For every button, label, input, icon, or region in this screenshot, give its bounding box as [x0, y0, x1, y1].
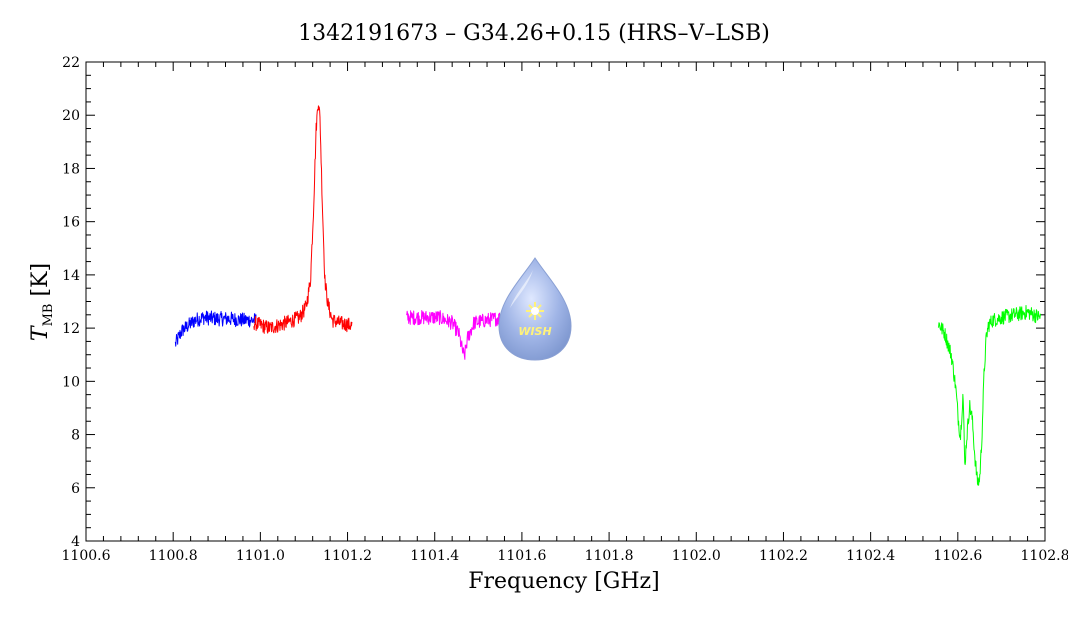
x-tick-label: 1102.2	[759, 548, 808, 564]
y-axis-subscript: MB	[41, 304, 56, 327]
x-tick-label: 1102.6	[933, 548, 982, 564]
y-tick-label: 10	[62, 374, 80, 390]
x-tick-label: 1102.8	[1021, 548, 1068, 564]
y-tick-label: 4	[71, 534, 80, 550]
y-axis-unit: [K]	[28, 263, 53, 297]
series-layer	[174, 105, 1042, 486]
y-tick-label: 12	[62, 321, 80, 337]
spectrum-series-4	[937, 305, 1042, 486]
x-tick-label: 1102.0	[672, 548, 721, 564]
wish-logo: WISH	[498, 257, 572, 361]
y-tick-label: 18	[62, 161, 80, 177]
x-tick-labels: 1100.6 1100.8 1101.0 1101.2 1101.4 1101.6 1101…	[62, 548, 1068, 564]
x-tick-label: 1101.8	[585, 548, 634, 564]
y-tick-label: 14	[62, 268, 80, 284]
x-tick-label: 1102.4	[846, 548, 895, 564]
y-tick-label: 16	[62, 215, 80, 231]
y-tick-label: 22	[62, 55, 80, 71]
spectrum-series-2	[253, 105, 353, 334]
x-tick-label: 1101.6	[497, 548, 546, 564]
x-tick-label: 1100.8	[149, 548, 198, 564]
plot-frame	[85, 61, 1046, 542]
y-axis-label: TMB [K]	[28, 263, 56, 341]
x-tick-label: 1101.4	[410, 548, 459, 564]
y-axis-symbol: T	[28, 324, 53, 341]
spectrum-series-1	[174, 310, 257, 347]
svg-text:TMB [K]: TMB [K]	[28, 263, 56, 341]
y-tick-labels: 4 6 8 10 12 14 16 18 20 22	[62, 55, 80, 550]
x-tick-label: 1100.6	[62, 548, 111, 564]
chart-title: 1342191673 – G34.26+0.15 (HRS–V–LSB)	[298, 21, 770, 46]
logo-text: WISH	[518, 325, 551, 338]
x-tick-label: 1101.2	[323, 548, 372, 564]
x-axis-label: Frequency [GHz]	[468, 569, 660, 594]
drop-highlight	[510, 270, 533, 308]
x-tick-label: 1101.0	[236, 548, 285, 564]
y-tick-label: 6	[71, 481, 80, 497]
axis-ticks	[85, 61, 1046, 542]
y-tick-label: 20	[62, 108, 80, 124]
spectrum-series-3	[406, 309, 505, 360]
y-tick-label: 8	[71, 428, 80, 444]
